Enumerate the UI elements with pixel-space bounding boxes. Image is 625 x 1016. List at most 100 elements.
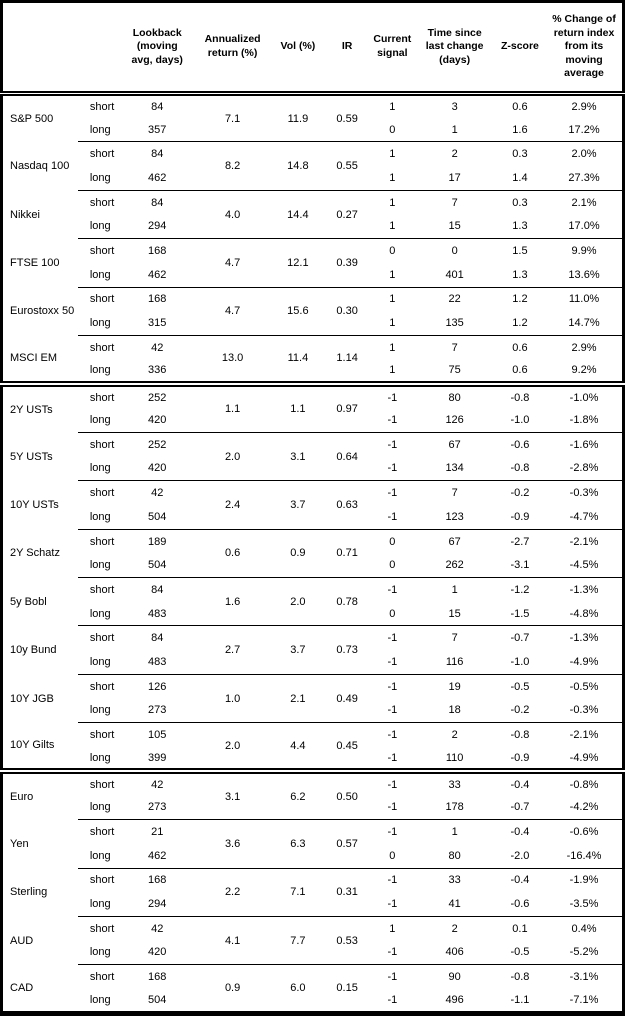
pct-change-cell: 14.7% (568, 317, 600, 330)
asset-group: 10Y Gilts short 105 2.0 4.4 0.45 -1 2 -0.8 -2.1% l… (2, 722, 624, 772)
vol-cell: 4.4 (270, 722, 326, 772)
vol-cell: 3.1 (270, 431, 326, 481)
horizon-cell: short (77, 867, 121, 893)
zscore-cell: 0.6 (493, 335, 547, 360)
horizon-cell: short (77, 915, 121, 941)
zscore-cell: -1.0 (510, 656, 530, 669)
current-signal-cell: -1 (387, 462, 398, 475)
annualized-return-cell: 1.1 (194, 380, 271, 433)
lookback-cell: 504 (148, 559, 167, 572)
horizon-cell: long (89, 849, 111, 862)
horizon-cell: long (89, 994, 111, 1007)
lookback-cell: 399 (148, 751, 167, 764)
asset-group: 2Y USTs short 252 1.1 1.1 0.97 -1 80 -0.8 -1.0% lo… (1, 380, 624, 433)
horizon-cell: long (89, 751, 111, 764)
table-row-long: long 336 1 75 0.6 9.2% (2, 360, 624, 384)
current-signal-cell: -1 (369, 673, 416, 699)
ir-cell: 0.45 (325, 722, 370, 772)
zscore-cell: 0.3 (493, 189, 547, 215)
time-since-cell: 19 (415, 673, 494, 699)
ir-cell: 0.39 (325, 238, 370, 288)
horizon-cell: long (89, 801, 111, 814)
zscore-cell: -0.7 (510, 801, 530, 814)
current-signal-cell: 1 (369, 141, 416, 167)
lookback-cell: 462 (148, 171, 167, 184)
zscore-cell: -1.1 (510, 994, 530, 1007)
horizon-cell: short (77, 238, 121, 263)
horizon-cell: short (77, 819, 121, 844)
asset-group: Eurostoxx 50 short 168 4.7 15.6 0.30 1 22 1.2 11.… (2, 286, 624, 336)
header-asset (1, 1, 78, 96)
lookback-cell: 336 (148, 364, 167, 377)
table-row-short: 5y Bobl short 84 1.6 2.0 0.78 -1 1 -1.2 -1.3% (2, 577, 624, 626)
zscore-cell: -0.2 (493, 480, 547, 505)
zscore-cell: 1.6 (512, 123, 528, 136)
zscore-cell: 1.3 (512, 220, 528, 233)
current-signal-cell: 0 (369, 528, 416, 554)
asset-group: CAD short 168 0.9 6.0 0.15 -1 90 -0.8 -3.1% long 50… (2, 964, 624, 1014)
zscore-cell: -0.8 (493, 380, 547, 409)
horizon-cell: short (77, 768, 121, 796)
pct-change-cell: -1.0% (546, 380, 624, 409)
horizon-cell: short (77, 577, 121, 602)
zscore-cell: -0.8 (493, 722, 547, 747)
current-signal-cell: -1 (387, 510, 398, 523)
zscore-cell: -0.4 (493, 819, 547, 844)
pct-change-cell: -4.8% (569, 607, 599, 620)
table-row-short: Nikkei short 84 4.0 14.4 0.27 1 7 0.3 2.1% (2, 189, 624, 239)
lookback-cell: 252 (120, 380, 195, 409)
lookback-cell: 252 (120, 431, 195, 457)
time-since-cell: 22 (415, 286, 494, 312)
zscore-cell: 0.3 (493, 141, 547, 167)
current-signal-cell: 1 (389, 317, 396, 330)
pct-change-cell: -0.6% (546, 819, 624, 844)
asset-name-cell: Yen (10, 837, 29, 850)
table-row-short: 10Y JGB short 126 1.0 2.1 0.49 -1 19 -0.5 -0.5% (2, 673, 624, 723)
vol-cell: 11.9 (287, 112, 309, 125)
pct-change-cell: -0.8% (546, 768, 624, 796)
lookback-cell: 84 (120, 625, 195, 651)
asset-group: S&P 500 short 84 7.1 11.9 0.59 1 3 0.6 2.9% long 35… (2, 94, 624, 142)
header-zscore: Z-score (493, 1, 547, 96)
table-row-long: long 357 0 1 1.6 17.2% (2, 118, 624, 142)
zscore-cell: -0.4 (493, 768, 547, 796)
lookback-cell: 483 (148, 607, 167, 620)
asset-name-cell: CAD (10, 981, 34, 994)
vol-cell: 15.6 (270, 286, 326, 336)
current-signal-cell: -1 (387, 751, 398, 764)
vol-cell: 6.2 (270, 768, 326, 820)
time-since-cell: 15 (448, 607, 461, 620)
vol-cell: 6.3 (270, 819, 326, 868)
current-signal-cell: 0 (369, 238, 416, 263)
horizon-cell: short (77, 431, 121, 457)
ir-cell: 0.57 (325, 819, 370, 868)
vol-cell: 2.0 (270, 577, 326, 626)
time-since-cell: 123 (445, 510, 464, 523)
lookback-cell: 168 (120, 286, 195, 312)
asset-name-cell: 10Y USTs (10, 498, 59, 511)
current-signal-cell: 1 (389, 100, 396, 113)
lookback-cell: 420 (148, 413, 167, 426)
annualized-return-cell: 0.6 (194, 528, 271, 578)
pct-change-cell: -2.1% (546, 722, 624, 747)
asset-group: Nasdaq 100 short 84 8.2 14.8 0.55 1 2 0.3 2.0% lon… (2, 141, 624, 191)
vol-cell: 14.8 (270, 141, 326, 191)
pct-change-cell: 17.0% (568, 220, 600, 233)
time-since-cell: 401 (445, 268, 464, 281)
ir-cell: 0.55 (325, 141, 370, 191)
lookback-cell: 315 (148, 317, 167, 330)
table-row-long: long 420 -1 126 -1.0 -1.8% (2, 408, 624, 432)
ir-cell: 0.63 (325, 480, 370, 530)
time-since-cell: 18 (448, 704, 461, 717)
zscore-cell: -0.5 (493, 673, 547, 699)
annualized-return-cell: 4.7 (194, 286, 271, 336)
pct-change-cell: -4.5% (569, 559, 599, 572)
lookback-cell: 84 (151, 100, 164, 113)
time-since-cell: 3 (451, 100, 458, 113)
zscore-cell: 1.4 (512, 171, 528, 184)
asset-group: 10Y USTs short 42 2.4 3.7 0.63 -1 7 -0.2 -0.3% lon… (2, 480, 624, 530)
annualized-return-cell: 13.0 (194, 335, 271, 384)
asset-group: Yen short 21 3.6 6.3 0.57 -1 1 -0.4 -0.6% long 462 0… (2, 819, 624, 868)
current-signal-cell: -1 (387, 994, 398, 1007)
table-row-short: Sterling short 168 2.2 7.1 0.31 -1 33 -0.4 -1.9% (2, 867, 624, 917)
